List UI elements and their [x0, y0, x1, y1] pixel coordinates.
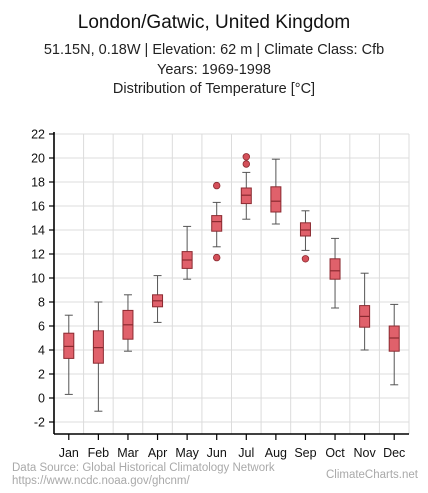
- data-source: Data Source: Global Historical Climatolo…: [12, 462, 275, 474]
- box-aug: [270, 158, 282, 225]
- chart-title: London/Gatwic, United Kingdom: [77, 12, 351, 33]
- y-tick-label: 0: [38, 392, 45, 406]
- y-tick-label: 10: [31, 272, 45, 286]
- outlier-point: [242, 160, 250, 168]
- y-tick-label: 18: [31, 176, 45, 190]
- x-tick-label: Oct: [325, 446, 345, 460]
- x-tick-label: Apr: [148, 446, 167, 460]
- outlier-point: [213, 253, 221, 262]
- chart-subtitle: Distribution of Temperature [°C]: [112, 81, 316, 97]
- box-jul: [240, 153, 252, 220]
- box-apr: [152, 275, 164, 323]
- y-tick-label: 20: [31, 152, 45, 166]
- y-tick-label: 14: [31, 224, 45, 238]
- box-oct: [329, 237, 341, 309]
- y-tick-label: -2: [34, 416, 45, 430]
- box-jan: [63, 314, 75, 395]
- y-tick-label: 2: [38, 368, 45, 382]
- x-tick-label: Sep: [294, 446, 316, 460]
- x-tick-label: Jun: [207, 446, 227, 460]
- y-tick-label: 8: [38, 296, 45, 310]
- box-dec: [388, 303, 400, 386]
- y-tick-label: 16: [31, 200, 45, 214]
- y-tick-label: 22: [31, 128, 45, 142]
- x-tick-label: Feb: [88, 446, 110, 460]
- y-tick-label: 6: [38, 320, 45, 334]
- x-tick-label: Nov: [354, 446, 377, 460]
- box-sep: [299, 210, 311, 263]
- x-tick-label: Jul: [238, 446, 254, 460]
- x-tick-label: May: [175, 446, 199, 460]
- outlier-point: [213, 181, 221, 190]
- station-info: 51.15N, 0.18W | Elevation: 62 m | Climat…: [43, 42, 385, 58]
- box-iqr: [270, 186, 282, 213]
- x-tick-label: Mar: [117, 446, 139, 460]
- box-feb: [92, 301, 104, 412]
- years-range: Years: 1969-1998: [157, 62, 271, 78]
- box-iqr: [211, 215, 223, 232]
- box-nov: [359, 272, 371, 351]
- outlier-point: [242, 153, 250, 161]
- outlier-point: [301, 255, 310, 263]
- x-tick-label: Jan: [59, 446, 79, 460]
- box-iqr: [240, 187, 252, 205]
- y-tick-label: 12: [31, 248, 45, 262]
- box-mar: [122, 294, 134, 352]
- data-source-url[interactable]: https://www.ncdc.noaa.gov/ghcnm/: [12, 475, 190, 487]
- box-iqr: [329, 258, 341, 280]
- y-tick-label: 4: [38, 344, 45, 358]
- brand-credit[interactable]: ClimateCharts.net: [325, 469, 418, 481]
- box-may: [181, 225, 193, 280]
- x-tick-label: Dec: [383, 446, 405, 460]
- box-jun: [211, 181, 223, 262]
- x-tick-label: Aug: [265, 446, 287, 460]
